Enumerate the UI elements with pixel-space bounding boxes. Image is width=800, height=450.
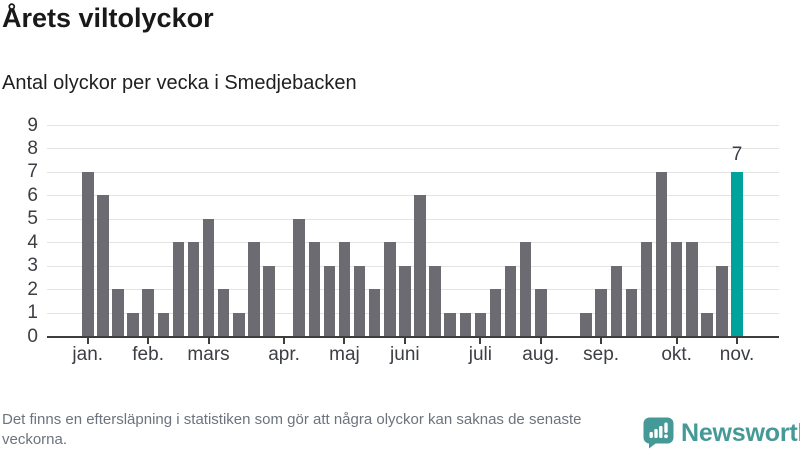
x-tick-mark [207,338,210,344]
bar [716,265,728,336]
bar [202,218,215,336]
bar [504,265,517,336]
x-axis-label: feb. [132,344,164,365]
bar [414,195,426,336]
x-tick-mark [539,338,542,344]
bar [248,242,260,336]
bar [368,289,381,336]
gridline [47,195,779,197]
x-tick-mark [147,338,150,344]
bar [384,242,396,336]
bar [233,312,245,336]
x-axis-label: juni [390,344,420,365]
x-tick-mark [479,338,482,344]
x-tick-mark [403,338,406,344]
x-axis-label: maj [329,344,360,365]
highlighted-bar [731,171,743,336]
x-axis-label: aug. [522,344,560,365]
y-axis-label: 2 [27,278,38,300]
bar [172,242,185,336]
y-axis-label: 5 [27,208,38,230]
bar [655,171,668,336]
x-axis-line [47,336,779,338]
bar [308,242,320,336]
bar [670,242,683,336]
bar [535,289,547,336]
bar [187,242,200,336]
chart-title: Årets viltolyckor [2,3,214,33]
y-axis-label: 6 [27,184,38,206]
bar [701,312,713,336]
bar [459,312,471,336]
y-axis-label: 3 [27,255,38,277]
chart-subtitle: Antal olyckor per vecka i Smedjebacken [2,72,357,94]
gridline [47,265,779,267]
bar [610,265,622,336]
y-axis-label: 1 [27,302,38,324]
x-axis-label: jan. [72,344,104,365]
bar [640,242,653,336]
bar [625,289,638,336]
bar [217,289,230,336]
bar-value-label: 7 [731,143,743,165]
bar [142,289,154,336]
bar [474,312,487,336]
x-tick-mark [736,338,739,344]
y-axis-label: 4 [27,231,38,253]
x-axis-label: sep. [583,344,620,365]
gridline [47,171,779,173]
x-tick-mark [343,338,346,344]
x-axis-label: juli [468,344,492,365]
x-tick-mark [283,338,286,344]
bar [595,289,607,336]
newsworthy-wordmark: Newsworthy [681,418,800,447]
gridline [47,125,779,126]
newsworthy-bubble-icon [643,417,674,449]
x-tick-mark [675,338,678,344]
bar [127,312,139,336]
bar [489,289,502,336]
gridline [47,242,779,244]
bar [97,195,109,336]
x-tick-mark [600,338,603,344]
bar [519,242,532,336]
footer-note: Det finns en eftersläpning i statistiken… [2,411,582,448]
gridline [47,289,779,291]
newsworthy-logo: Newsworthy [643,417,800,449]
x-tick-mark [86,338,89,344]
y-axis-label: 0 [27,325,38,347]
bar [157,312,169,336]
bar [112,289,124,336]
plot-area: 0 1 2 3 4 5 6 7 8 9 jan. feb. mars apr. maj juni juli aug… [27,115,779,365]
y-axis-label: 9 [27,114,38,136]
y-axis-label: 8 [27,137,38,159]
bar [399,265,411,336]
bar [444,312,456,336]
y-axis-label: 7 [27,161,38,183]
x-axis-label: nov. [719,344,755,365]
x-axis-label: apr. [268,344,300,365]
bar [686,242,698,336]
bar [82,171,94,336]
bar [353,265,366,336]
bar [580,312,592,336]
bar [323,265,336,336]
x-axis-label: mars [187,344,230,365]
bar [263,265,275,336]
gridline [47,218,779,220]
gridline [47,148,779,150]
bar [338,242,351,336]
bar [429,265,441,336]
gridline [47,312,779,314]
bar [293,218,305,336]
x-axis-label: okt. [661,344,692,365]
